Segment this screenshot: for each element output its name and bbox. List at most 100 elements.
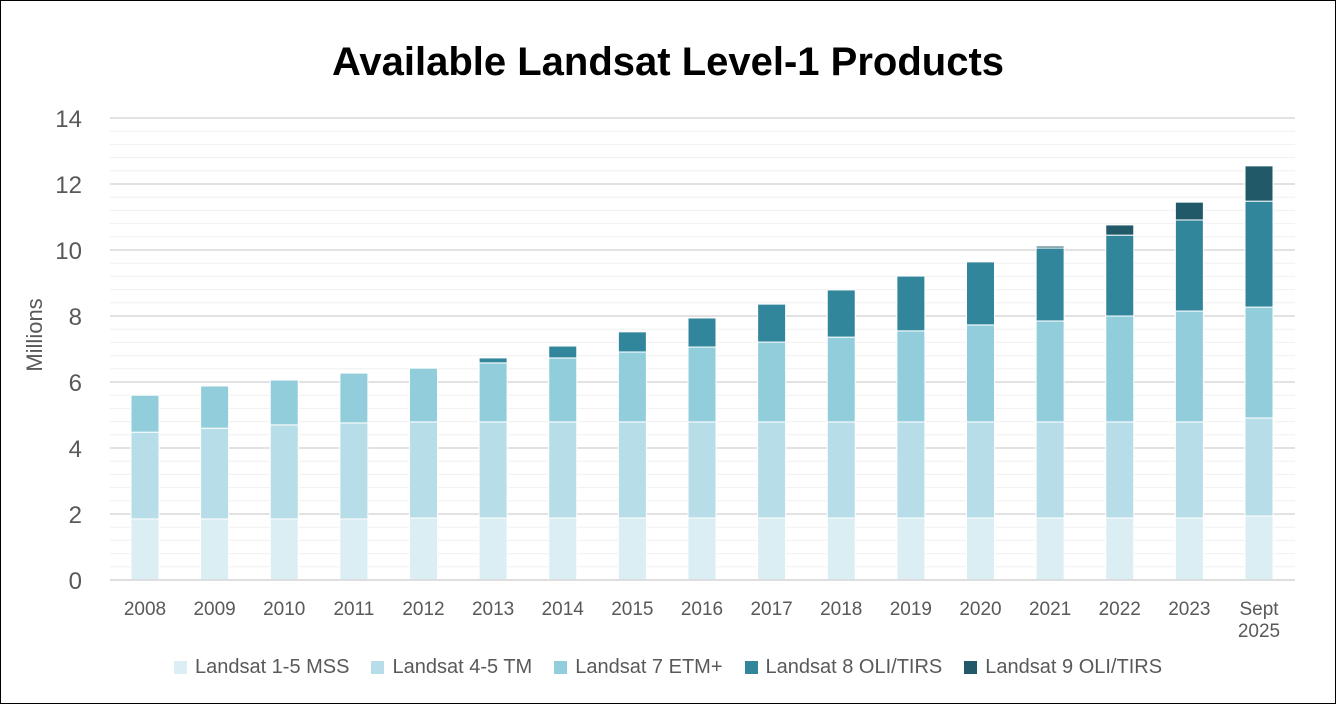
legend-label: Landsat 4-5 TM (392, 656, 533, 678)
bar-segment-landsat-4-5-tm (1174, 421, 1204, 519)
bar-segment-landsat-7-etm- (617, 351, 647, 423)
legend-item: Landsat 1-5 MSS (173, 656, 350, 679)
bar-segment-landsat-4-5-tm (896, 421, 926, 519)
bar-segment-landsat-4-5-tm (1035, 421, 1065, 519)
bar-segment-landsat-8-oli-tirs (1035, 247, 1065, 322)
bar-segment-landsat-4-5-tm (200, 427, 230, 520)
legend-label: Landsat 9 OLI/TIRS (985, 656, 1163, 678)
legend: Landsat 1-5 MSS Landsat 4-5 TM Landsat 7 E… (0, 656, 1336, 679)
bar-segment-landsat-8-oli-tirs (966, 261, 995, 326)
bar-segment-landsat-7-etm- (478, 362, 508, 423)
bar-segment-landsat-7-etm- (1244, 306, 1274, 419)
bar-segment-landsat-1-5-mss (269, 518, 299, 581)
bar-segment-landsat-7-etm- (130, 394, 160, 433)
bar-segment-landsat-9-oli-tirs (1105, 224, 1135, 236)
bar-segment-landsat-9-oli-tirs (1174, 201, 1204, 221)
bar-segment-landsat-7-etm- (269, 379, 299, 426)
y-tick-label: 14 (55, 106, 82, 133)
x-tick-label: 2012 (402, 599, 444, 620)
y-tick-label: 12 (55, 172, 82, 199)
chart-title: Available Landsat Level-1 Products (331, 40, 1005, 84)
bar-segment-landsat-8-oli-tirs (757, 303, 787, 343)
x-tick-label: 2020 (959, 599, 1001, 620)
bar-segment-landsat-1-5-mss (966, 517, 995, 581)
bar-segment-landsat-8-oli-tirs (478, 357, 508, 364)
x-tick-label: 2014 (542, 599, 585, 620)
bar-segment-landsat-4-5-tm (687, 421, 717, 519)
bar-segment-landsat-7-etm- (687, 346, 717, 423)
bar-segment-landsat-7-etm- (757, 341, 787, 423)
x-tick-label: 2019 (890, 599, 932, 620)
bar-segment-landsat-8-oli-tirs (1244, 200, 1274, 308)
bar-segment-landsat-1-5-mss (1174, 517, 1204, 581)
bar-segment-landsat-1-5-mss (1244, 515, 1274, 581)
x-tick-label: 2010 (263, 599, 305, 620)
bar-segment-landsat-7-etm- (548, 357, 578, 423)
bar-segment-landsat-8-oli-tirs (826, 289, 856, 338)
bar-segment-landsat-4-5-tm (269, 424, 299, 520)
bar-segment-landsat-4-5-tm (617, 421, 647, 519)
bar-segment-landsat-4-5-tm (130, 431, 160, 520)
legend-label: Landsat 1-5 MSS (194, 656, 350, 678)
bar-segment-landsat-7-etm- (1174, 310, 1204, 423)
bar-segment-landsat-7-etm- (1035, 320, 1065, 423)
y-tick-label: 0 (69, 568, 82, 595)
bar-segment-landsat-9-oli-tirs (1244, 165, 1274, 202)
x-tick-label: 2008 (124, 599, 166, 620)
bar-segment-landsat-8-oli-tirs (687, 317, 717, 348)
bar-segment-landsat-1-5-mss (617, 517, 647, 581)
bar-segment-landsat-8-oli-tirs (617, 331, 647, 353)
legend-item: Landsat 7 ETM+ (554, 656, 723, 679)
legend-item: Landsat 9 OLI/TIRS (964, 656, 1162, 679)
y-tick-label: 8 (69, 304, 82, 331)
bar-segment-landsat-4-5-tm (548, 421, 578, 519)
x-tick-label: Sept 2025 (1238, 599, 1280, 642)
bar-segment-landsat-7-etm- (200, 385, 230, 429)
bar-segment-landsat-8-oli-tirs (1174, 219, 1204, 312)
y-axis-label: Millions (22, 298, 47, 371)
bar-segment-landsat-1-5-mss (409, 517, 438, 581)
bar-segment-landsat-1-5-mss (130, 518, 160, 581)
bar-segment-landsat-1-5-mss (826, 517, 856, 581)
y-tick-label: 10 (55, 238, 82, 265)
bar-segment-landsat-7-etm- (409, 367, 438, 423)
bar-segment-landsat-4-5-tm (409, 421, 438, 519)
bar-segment-landsat-8-oli-tirs (1105, 234, 1135, 317)
bar-segment-landsat-1-5-mss (200, 518, 230, 581)
legend-label: Landsat 8 OLI/TIRS (765, 656, 943, 678)
bar-segment-landsat-1-5-mss (1035, 517, 1065, 581)
legend-swatch (964, 661, 978, 674)
bar-segment-landsat-7-etm- (826, 336, 856, 423)
y-tick-label: 2 (69, 502, 82, 529)
bar-segment-landsat-4-5-tm (757, 421, 787, 519)
legend-swatch (744, 661, 758, 674)
bar-segment-landsat-1-5-mss (757, 517, 787, 581)
bar-segment-landsat-4-5-tm (1244, 417, 1274, 517)
y-tick-label: 4 (69, 436, 82, 463)
bar-segment-landsat-1-5-mss (896, 517, 926, 581)
bar-segment-landsat-4-5-tm (1105, 421, 1135, 519)
legend-item: Landsat 8 OLI/TIRS (744, 656, 943, 679)
bar-segment-landsat-1-5-mss (1105, 517, 1135, 581)
x-tick-label: 2018 (820, 599, 862, 620)
x-tick-label: 2022 (1099, 599, 1141, 620)
bar-segment-landsat-7-etm- (896, 330, 926, 423)
bar-segment-landsat-7-etm- (966, 324, 995, 423)
bar-segment-landsat-8-oli-tirs (548, 345, 578, 359)
bar-segment-landsat-1-5-mss (687, 517, 717, 581)
y-tick-label: 6 (69, 370, 82, 397)
x-tick-label: 2021 (1029, 599, 1071, 620)
bar-segment-landsat-7-etm- (339, 372, 369, 424)
x-tick-label: 2015 (611, 599, 653, 620)
legend-swatch (173, 661, 187, 674)
legend-swatch (371, 661, 385, 674)
bar-segment-landsat-8-oli-tirs (896, 275, 926, 332)
bar-segment-landsat-4-5-tm (478, 421, 508, 519)
x-tick-label: 2017 (750, 599, 792, 620)
x-tick-label: 2009 (193, 599, 235, 620)
x-tick-label: 2023 (1168, 599, 1210, 620)
bar-segment-landsat-1-5-mss (478, 517, 508, 581)
x-tick-label: 2016 (681, 599, 723, 620)
bar-segment-landsat-7-etm- (1105, 315, 1135, 423)
bar-segment-landsat-1-5-mss (548, 517, 578, 581)
